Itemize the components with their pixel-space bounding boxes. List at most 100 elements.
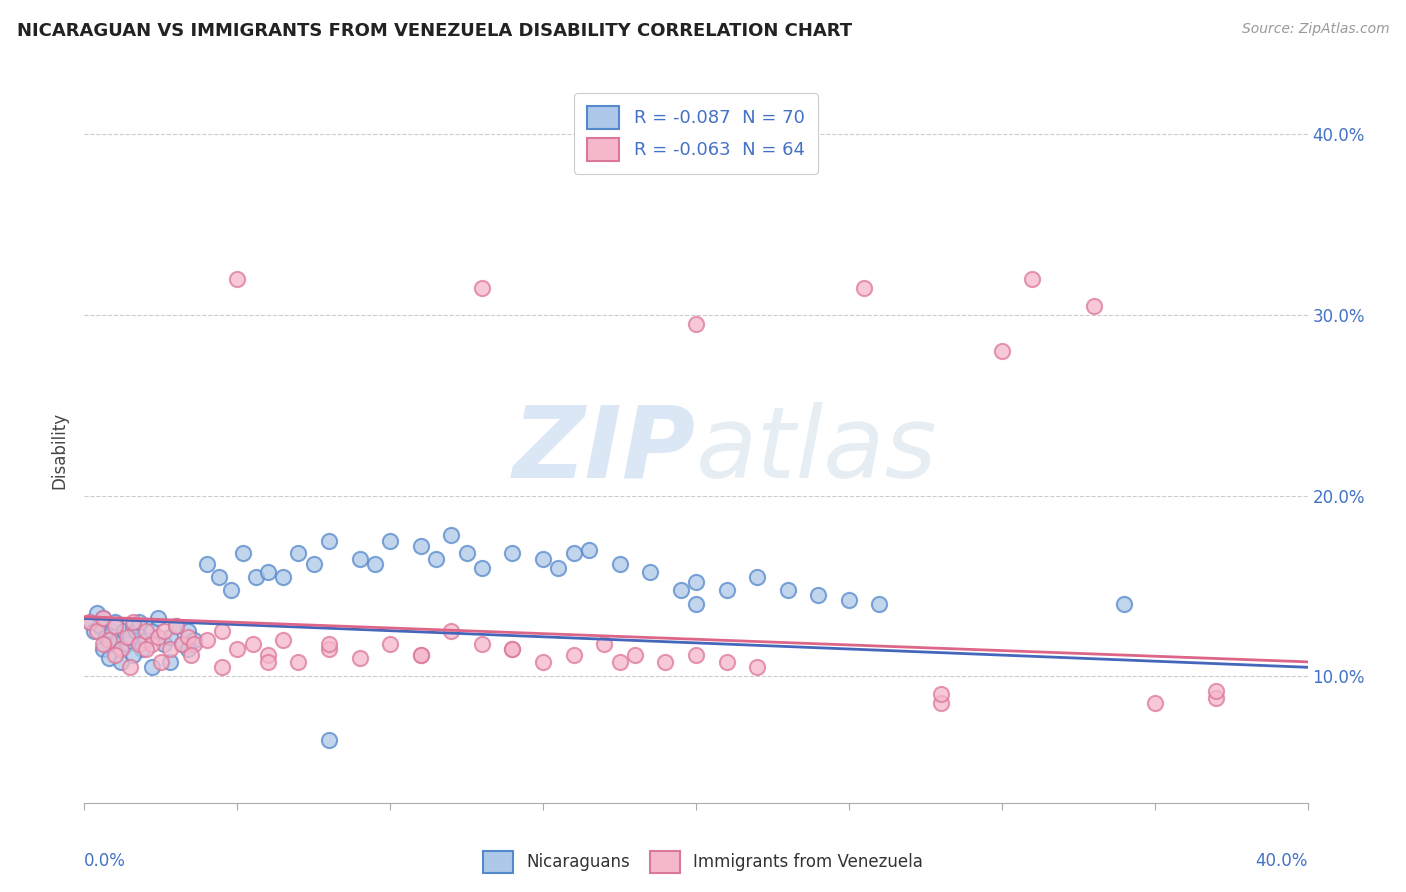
Point	[165, 618, 187, 632]
Point	[471, 561, 494, 575]
Legend: R = -0.087  N = 70, R = -0.063  N = 64: R = -0.087 N = 70, R = -0.063 N = 64	[575, 93, 817, 174]
Point	[125, 624, 148, 639]
Point	[183, 633, 205, 648]
Point	[609, 558, 631, 572]
Point	[180, 648, 202, 662]
Point	[409, 648, 432, 662]
Point	[531, 552, 554, 566]
Point	[364, 558, 387, 572]
Point	[183, 637, 205, 651]
Point	[131, 642, 153, 657]
Point	[1143, 697, 1166, 711]
Point	[654, 655, 676, 669]
Point	[287, 655, 309, 669]
Point	[349, 552, 371, 566]
Point	[79, 615, 101, 629]
Point	[146, 611, 169, 625]
Point	[685, 575, 707, 590]
Point	[318, 637, 340, 651]
Point	[685, 648, 707, 662]
Point	[318, 732, 340, 747]
Point	[471, 637, 494, 651]
Point	[471, 281, 494, 295]
Point	[208, 570, 231, 584]
Point	[104, 618, 127, 632]
Point	[669, 582, 692, 597]
Point	[89, 618, 111, 632]
Point	[110, 655, 132, 669]
Point	[153, 637, 176, 651]
Point	[425, 552, 447, 566]
Point	[716, 655, 738, 669]
Point	[97, 651, 120, 665]
Point	[869, 597, 891, 611]
Point	[271, 570, 294, 584]
Point	[122, 618, 145, 632]
Point	[112, 624, 135, 639]
Point	[456, 546, 478, 560]
Text: atlas: atlas	[696, 402, 938, 499]
Point	[1114, 597, 1136, 611]
Point	[349, 651, 371, 665]
Point	[211, 624, 233, 639]
Point	[128, 615, 150, 629]
Point	[578, 542, 600, 557]
Point	[91, 642, 114, 657]
Y-axis label: Disability: Disability	[51, 412, 69, 489]
Point	[257, 565, 280, 579]
Point	[146, 630, 169, 644]
Legend: Nicaraguans, Immigrants from Venezuela: Nicaraguans, Immigrants from Venezuela	[477, 845, 929, 880]
Point	[318, 642, 340, 657]
Point	[929, 687, 952, 701]
Point	[153, 624, 176, 639]
Point	[177, 630, 200, 644]
Point	[409, 539, 432, 553]
Point	[91, 611, 114, 625]
Text: 40.0%: 40.0%	[1256, 852, 1308, 870]
Text: NICARAGUAN VS IMMIGRANTS FROM VENEZUELA DISABILITY CORRELATION CHART: NICARAGUAN VS IMMIGRANTS FROM VENEZUELA …	[17, 22, 852, 40]
Point	[226, 642, 249, 657]
Point	[172, 637, 194, 651]
Point	[1083, 299, 1105, 313]
Point	[302, 558, 325, 572]
Point	[79, 615, 101, 629]
Point	[120, 630, 142, 644]
Point	[149, 655, 172, 669]
Point	[135, 624, 157, 639]
Point	[91, 637, 114, 651]
Point	[685, 317, 707, 331]
Point	[409, 648, 432, 662]
Point	[1205, 691, 1227, 706]
Point	[83, 624, 105, 639]
Point	[318, 533, 340, 548]
Point	[86, 606, 108, 620]
Point	[91, 611, 114, 625]
Point	[115, 630, 138, 644]
Text: Source: ZipAtlas.com: Source: ZipAtlas.com	[1241, 22, 1389, 37]
Point	[747, 570, 769, 584]
Point	[440, 624, 463, 639]
Point	[502, 546, 524, 560]
Point	[440, 528, 463, 542]
Point	[685, 597, 707, 611]
Point	[807, 588, 830, 602]
Point	[141, 637, 163, 651]
Point	[380, 637, 402, 651]
Point	[838, 593, 860, 607]
Point	[159, 630, 181, 644]
Point	[245, 570, 267, 584]
Point	[502, 642, 524, 657]
Point	[141, 624, 163, 639]
Point	[159, 642, 181, 657]
Point	[97, 633, 120, 648]
Point	[562, 648, 585, 662]
Point	[624, 648, 647, 662]
Point	[172, 637, 194, 651]
Point	[531, 655, 554, 669]
Point	[562, 546, 585, 560]
Point	[853, 281, 876, 295]
Point	[159, 655, 181, 669]
Point	[547, 561, 569, 575]
Point	[128, 637, 150, 651]
Point	[380, 533, 402, 548]
